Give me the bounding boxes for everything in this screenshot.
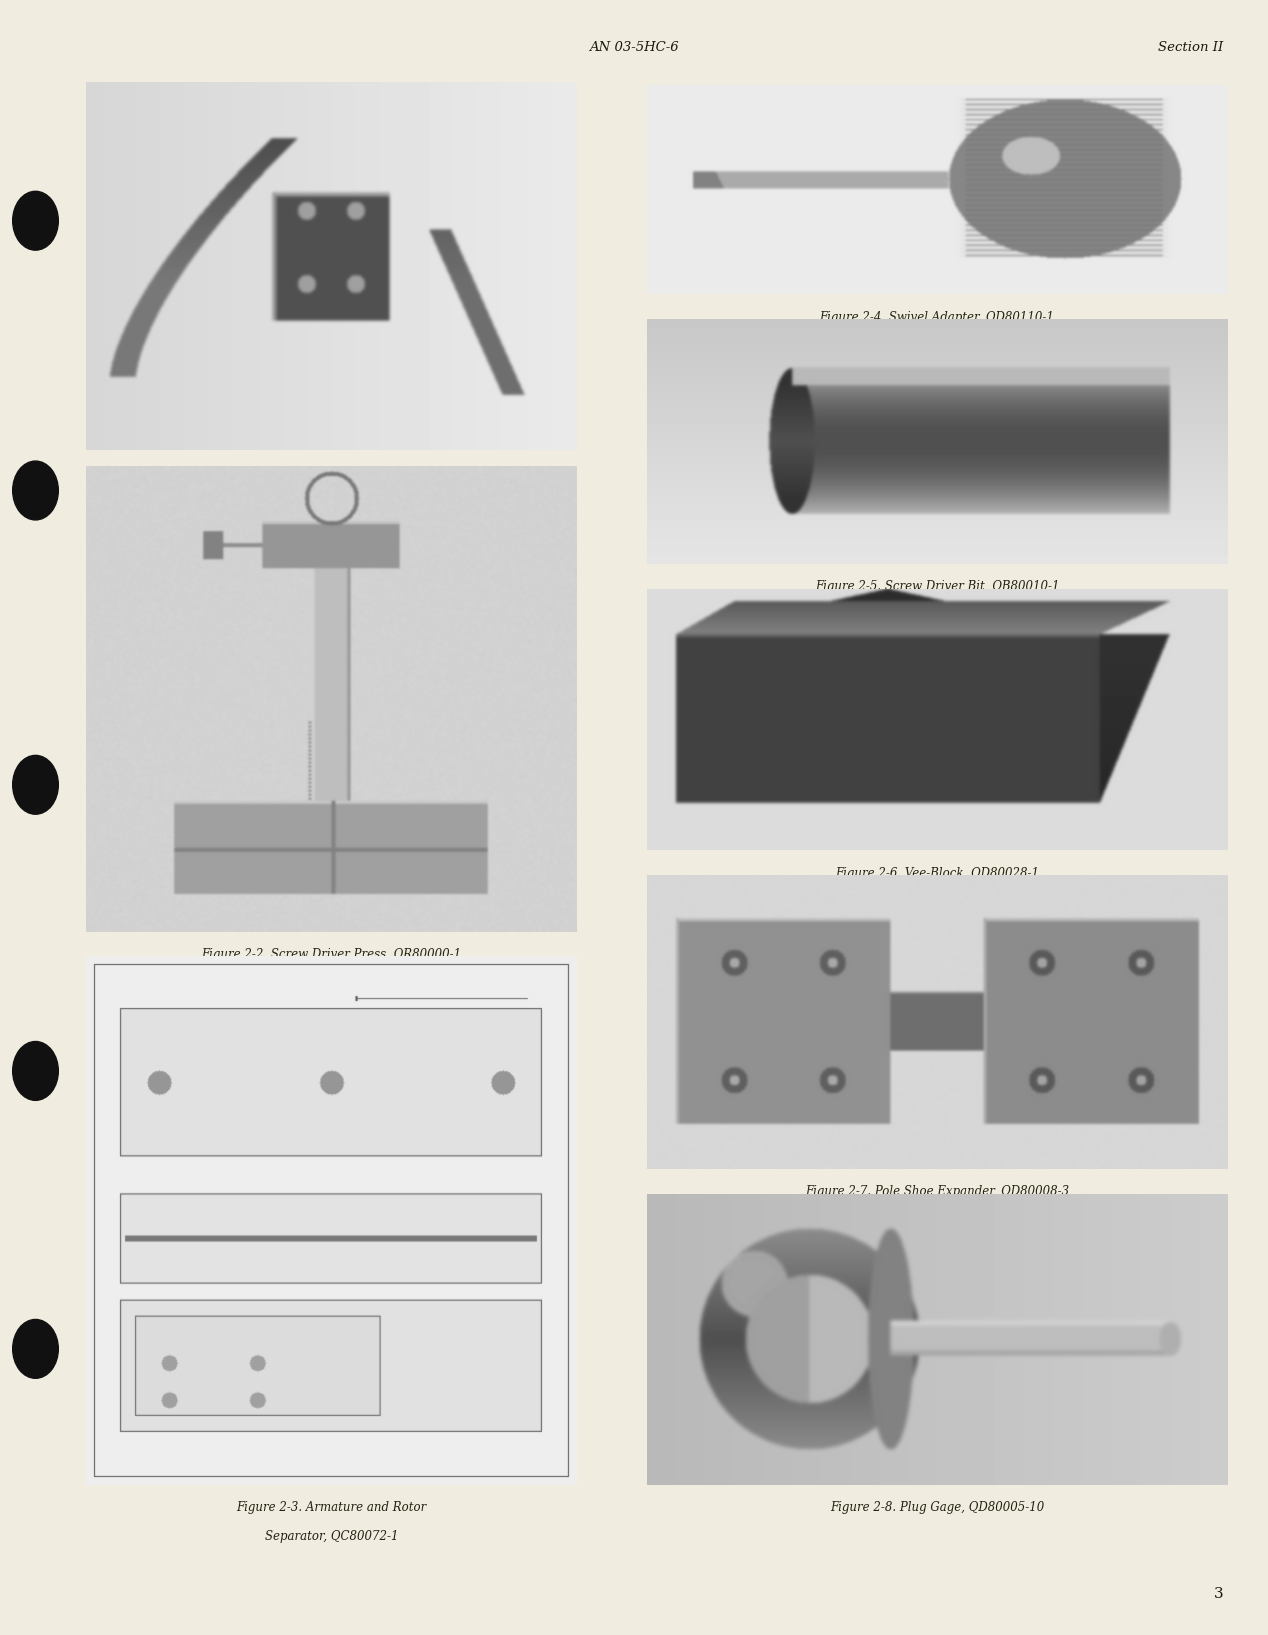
- Bar: [86, 466, 577, 932]
- Bar: [86, 956, 577, 1485]
- Bar: [647, 875, 1227, 1169]
- Circle shape: [13, 461, 58, 520]
- Bar: [647, 1194, 1227, 1485]
- Text: Figure 2-1. Puller Jaws, QD80012-1: Figure 2-1. Puller Jaws, QD80012-1: [226, 466, 437, 479]
- Bar: [653, 93, 1221, 286]
- Text: 3: 3: [1213, 1588, 1224, 1601]
- Bar: [86, 82, 577, 450]
- Circle shape: [13, 755, 58, 814]
- Text: Figure 2-8. Plug Gage, QD80005-10: Figure 2-8. Plug Gage, QD80005-10: [831, 1501, 1044, 1514]
- Bar: [647, 319, 1227, 564]
- Text: Separator, QC80072-1: Separator, QC80072-1: [265, 1530, 398, 1543]
- Text: AN 03-5HC-6: AN 03-5HC-6: [590, 41, 678, 54]
- Bar: [647, 589, 1227, 850]
- Circle shape: [13, 1041, 58, 1100]
- Text: Figure 2-2. Screw Driver Press, QR80000-1: Figure 2-2. Screw Driver Press, QR80000-…: [202, 948, 462, 961]
- Text: Figure 2-7. Pole Shoe Expander, QD80008-3: Figure 2-7. Pole Shoe Expander, QD80008-…: [805, 1185, 1069, 1198]
- Circle shape: [13, 191, 58, 250]
- Bar: [647, 85, 1227, 294]
- Text: Section II: Section II: [1159, 41, 1224, 54]
- Text: Figure 2-3. Armature and Rotor: Figure 2-3. Armature and Rotor: [236, 1501, 427, 1514]
- Circle shape: [13, 1319, 58, 1378]
- Text: Figure 2-5. Screw Driver Bit, QB80010-1: Figure 2-5. Screw Driver Bit, QB80010-1: [815, 580, 1059, 594]
- Text: Figure 2-6. Vee-Block, QD80028-1: Figure 2-6. Vee-Block, QD80028-1: [836, 867, 1038, 880]
- Text: Figure 2-4. Swivel Adapter, QD80110-1: Figure 2-4. Swivel Adapter, QD80110-1: [819, 311, 1055, 324]
